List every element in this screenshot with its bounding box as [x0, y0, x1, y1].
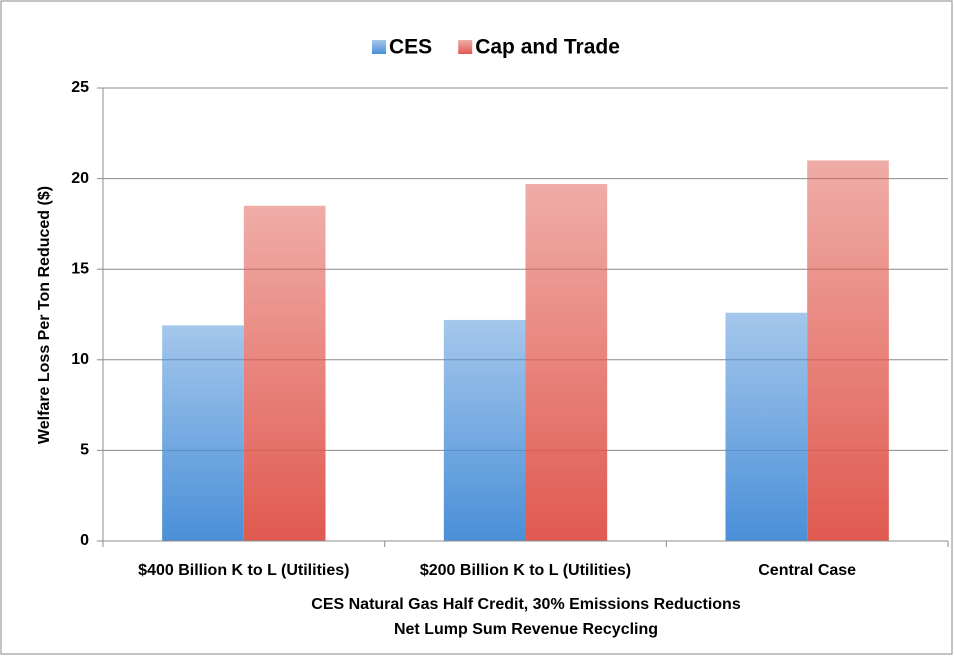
legend: CES Cap and Trade — [372, 36, 620, 59]
x-axis-title: Net Lump Sum Revenue Recycling — [394, 621, 658, 638]
legend-label: Cap and Trade — [475, 36, 620, 59]
y-axis-title: Welfare Loss Per Ton Reduced ($) — [36, 186, 53, 444]
legend-swatch — [372, 40, 386, 54]
bar — [162, 325, 244, 541]
x-tick-label: $200 Billion K to L (Utilities) — [420, 562, 631, 579]
legend-label: CES — [389, 36, 432, 59]
y-tick-label: 5 — [80, 442, 89, 459]
y-tick-label: 25 — [71, 79, 89, 96]
x-tick-label: $400 Billion K to L (Utilities) — [138, 562, 349, 579]
bar — [243, 205, 326, 541]
y-tick-label: 10 — [71, 351, 89, 368]
bar — [525, 184, 608, 541]
bar — [807, 160, 889, 542]
y-tick-label: 0 — [80, 532, 89, 549]
legend-swatch — [458, 40, 473, 54]
bar — [725, 312, 808, 541]
x-tick-label: Central Case — [758, 562, 856, 579]
y-tick-label: 20 — [71, 170, 89, 187]
y-tick-label: 15 — [71, 260, 89, 277]
x-axis-title: CES Natural Gas Half Credit, 30% Emissio… — [311, 596, 741, 613]
bar — [443, 319, 526, 541]
